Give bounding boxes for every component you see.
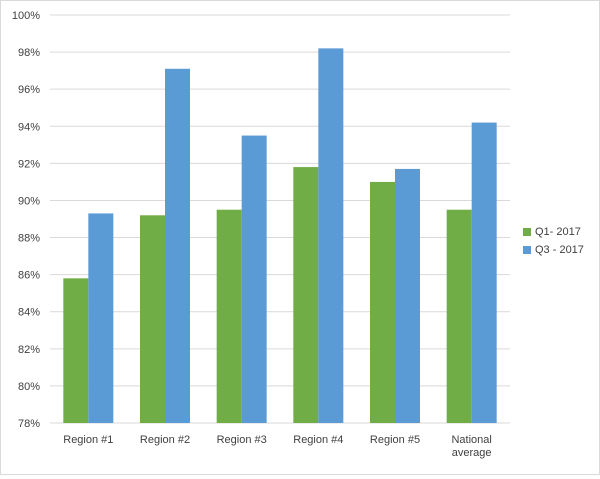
y-tick-label: 84% <box>18 307 40 319</box>
bar-q3-1 <box>88 213 114 423</box>
bar-q3-6 <box>471 122 497 424</box>
legend: Q1- 2017 Q3 - 2017 <box>523 223 584 259</box>
bar-q1-1 <box>63 278 89 423</box>
x-tick-label-line: Region #4 <box>293 434 343 446</box>
bar-q1-5 <box>370 181 395 423</box>
x-tick-label: Region #2 <box>140 434 190 446</box>
x-tick-label: Region #5 <box>370 434 420 446</box>
x-tick-label: National average <box>451 434 491 459</box>
x-axis-ticks: Region #1 Region #2 Region #3 Region #4 Regi… <box>63 434 492 459</box>
y-tick-label: 98% <box>18 47 40 59</box>
y-tick-label: 88% <box>18 233 40 245</box>
bar-q1-2 <box>140 215 165 423</box>
y-tick-label: 82% <box>18 344 40 356</box>
legend-label: Q1- 2017 <box>535 226 581 238</box>
bar-q1-6 <box>446 209 472 423</box>
y-tick-label: 92% <box>18 158 40 170</box>
x-tick-label-line: Region #2 <box>140 434 190 446</box>
x-tick-label: Region #1 <box>63 434 113 446</box>
gridlines <box>50 14 510 424</box>
y-tick-label: 100% <box>12 10 40 22</box>
legend-label: Q3 - 2017 <box>535 244 584 256</box>
x-tick-label-line: Region #5 <box>370 434 420 446</box>
x-tick-label: Region #3 <box>217 434 267 446</box>
y-tick-label: 78% <box>18 418 40 430</box>
legend-swatch <box>523 246 531 254</box>
y-tick-label: 90% <box>18 195 40 207</box>
x-tick-label-line: Region #1 <box>63 434 113 446</box>
bars <box>63 48 497 424</box>
y-tick-label: 96% <box>18 84 40 96</box>
y-tick-label: 86% <box>18 270 40 282</box>
bar-q3-4 <box>318 48 344 424</box>
bar-q3-3 <box>241 135 267 423</box>
x-tick-label-line: Region #3 <box>217 434 267 446</box>
bar-q3-2 <box>165 68 190 424</box>
y-axis-ticks: 78% 80% 82% 84% 86% 88% 90% 92% 94% 96% 98% 100% <box>12 10 40 430</box>
legend-swatch <box>523 228 531 236</box>
x-tick-label: Region #4 <box>293 434 343 446</box>
x-tick-label-line: average <box>452 447 492 459</box>
bar-q1-3 <box>216 209 242 423</box>
bar-q3-5 <box>395 168 420 423</box>
x-tick-label-line: National <box>451 434 491 446</box>
y-tick-label: 80% <box>18 381 40 393</box>
legend-item: Q1- 2017 <box>523 223 584 241</box>
bar-q1-4 <box>293 167 319 423</box>
y-tick-label: 94% <box>18 121 40 133</box>
legend-item: Q3 - 2017 <box>523 241 584 259</box>
